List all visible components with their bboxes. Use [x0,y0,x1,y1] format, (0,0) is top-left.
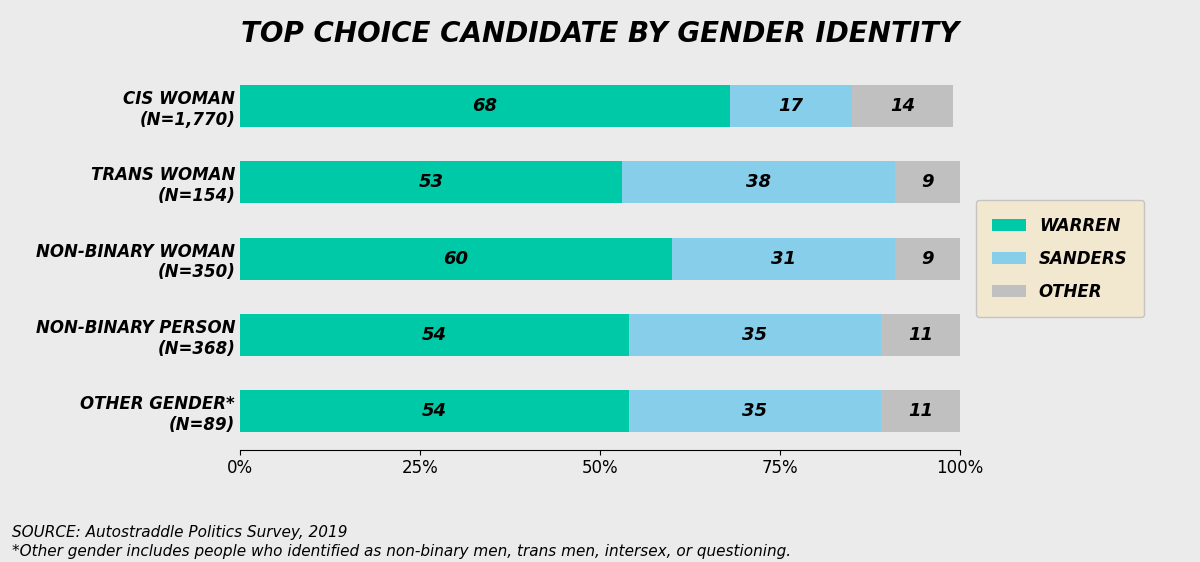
Bar [730,85,852,127]
Text: 9: 9 [922,250,934,268]
Bar [629,390,881,432]
Bar [895,238,960,279]
Text: 11: 11 [908,326,932,344]
Legend: WARREN, SANDERS, OTHER: WARREN, SANDERS, OTHER [976,200,1144,317]
Text: 17: 17 [779,97,803,115]
Text: SOURCE: Autostraddle Politics Survey, 2019: SOURCE: Autostraddle Politics Survey, 20… [12,525,348,540]
Text: 35: 35 [743,326,767,344]
Text: 60: 60 [444,250,468,268]
Title: TOP CHOICE CANDIDATE BY GENDER IDENTITY: TOP CHOICE CANDIDATE BY GENDER IDENTITY [241,20,959,48]
Bar [881,390,960,432]
Text: 53: 53 [419,173,443,191]
Bar [895,161,960,203]
Bar [622,161,895,203]
Bar [240,314,629,356]
Text: *Other gender includes people who identified as non-binary men, trans men, inter: *Other gender includes people who identi… [12,545,791,559]
Bar [240,238,672,279]
Text: 31: 31 [772,250,796,268]
Bar [852,85,953,127]
Bar [672,238,895,279]
Bar [240,85,730,127]
Bar [240,161,622,203]
Text: 54: 54 [422,326,446,344]
Text: 54: 54 [422,402,446,420]
Bar [881,314,960,356]
Text: 14: 14 [890,97,914,115]
Text: 68: 68 [473,97,497,115]
Text: 38: 38 [746,173,770,191]
Bar [629,314,881,356]
Text: 9: 9 [922,173,934,191]
Bar [240,390,629,432]
Text: 35: 35 [743,402,767,420]
Text: 11: 11 [908,402,932,420]
